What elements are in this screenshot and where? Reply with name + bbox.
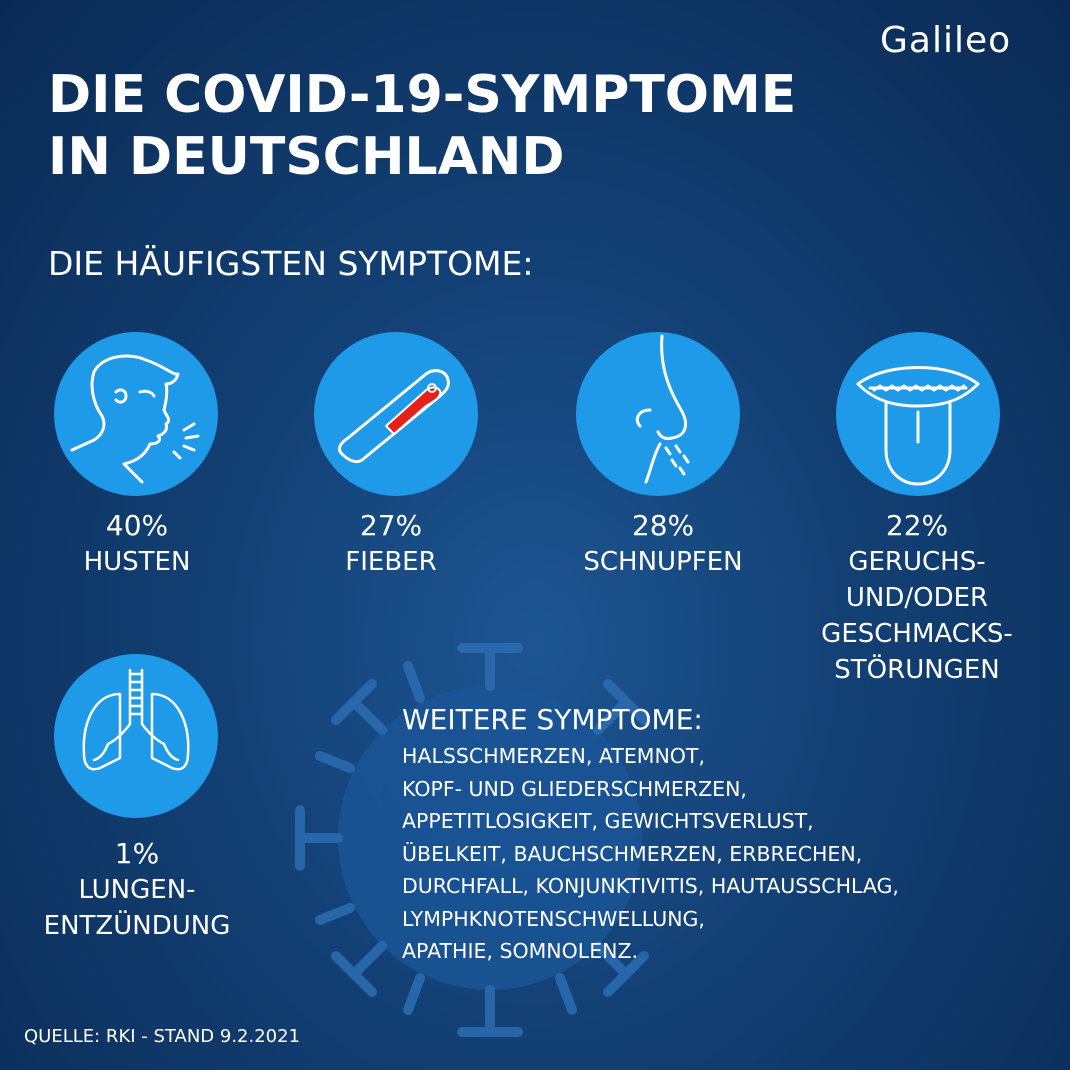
stat-label: FIEBER xyxy=(345,547,437,577)
stat-label-line-1: GERUCHS- xyxy=(848,547,986,577)
lungs-icon xyxy=(54,654,218,818)
list-item: KOPF- UND GLIEDERSCHMERZEN, xyxy=(402,776,747,801)
stat-label-line-4: STÖRUNGEN xyxy=(834,655,1000,685)
stat-label-line-3: GESCHMACKS- xyxy=(821,619,1013,649)
coughing-person-icon xyxy=(54,332,218,496)
open-mouth-tongue-icon xyxy=(836,332,1000,496)
stat-percent: 40% xyxy=(105,509,169,542)
further-symptoms-title: WEITERE SYMPTOME: xyxy=(402,703,703,736)
title-line-2: IN DEUTSCHLAND xyxy=(48,127,565,187)
stat-geruchs-geschmacksstoerungen: 22% GERUCHS- UND/ODER GESCHMACKS- STÖRUN… xyxy=(792,508,1042,688)
stat-percent: 28% xyxy=(631,509,695,542)
stat-lungenentzuendung: 1% LUNGEN- ENTZÜNDUNG xyxy=(12,836,262,944)
stat-label-line-1: LUNGEN- xyxy=(78,875,196,905)
galileo-logo: Galileo xyxy=(880,20,1012,61)
page-title: DIE COVID-19-SYMPTOME IN DEUTSCHLAND xyxy=(48,64,868,188)
list-item: HALSSCHMERZEN, ATEMNOT, xyxy=(402,744,705,768)
stat-percent: 22% xyxy=(885,509,949,542)
further-symptoms: WEITERE SYMPTOME: HALSSCHMERZEN, ATEMNOT… xyxy=(402,702,1042,968)
stat-label: SCHNUPFEN xyxy=(583,547,743,577)
list-item: LYMPHKNOTENSCHWELLUNG, xyxy=(402,906,705,931)
list-item: DURCHFALL, KONJUNKTIVITIS, HAUTAUSSCHLAG… xyxy=(402,874,899,898)
list-item: APPETITLOSIGKEIT, GEWICHTSVERLUST, xyxy=(402,809,814,833)
list-item: ÜBELKEIT, BAUCHSCHMERZEN, ERBRECHEN, xyxy=(402,841,863,866)
stat-husten: 40% HUSTEN xyxy=(12,508,262,580)
stat-label-line-2: UND/ODER xyxy=(845,583,989,613)
stat-label-line-2: ENTZÜNDUNG xyxy=(43,911,231,941)
virus-icon xyxy=(295,643,649,1037)
list-item: APATHIE, SOMNOLENZ. xyxy=(402,939,639,963)
section-subtitle: DIE HÄUFIGSTEN SYMPTOME: xyxy=(48,244,534,283)
stat-fieber: 27% FIEBER xyxy=(266,508,516,580)
title-line-1: DIE COVID-19-SYMPTOME xyxy=(48,65,797,125)
stat-schnupfen: 28% SCHNUPFEN xyxy=(538,508,788,580)
stat-percent: 1% xyxy=(114,837,160,870)
thermometer-icon xyxy=(314,332,478,496)
further-symptoms-list: HALSSCHMERZEN, ATEMNOT, KOPF- UND GLIEDE… xyxy=(402,740,1042,968)
source-note: QUELLE: RKI - STAND 9.2.2021 xyxy=(24,1026,301,1047)
sneezing-nose-icon xyxy=(576,332,740,496)
stat-percent: 27% xyxy=(359,509,423,542)
stat-label: HUSTEN xyxy=(83,547,191,577)
